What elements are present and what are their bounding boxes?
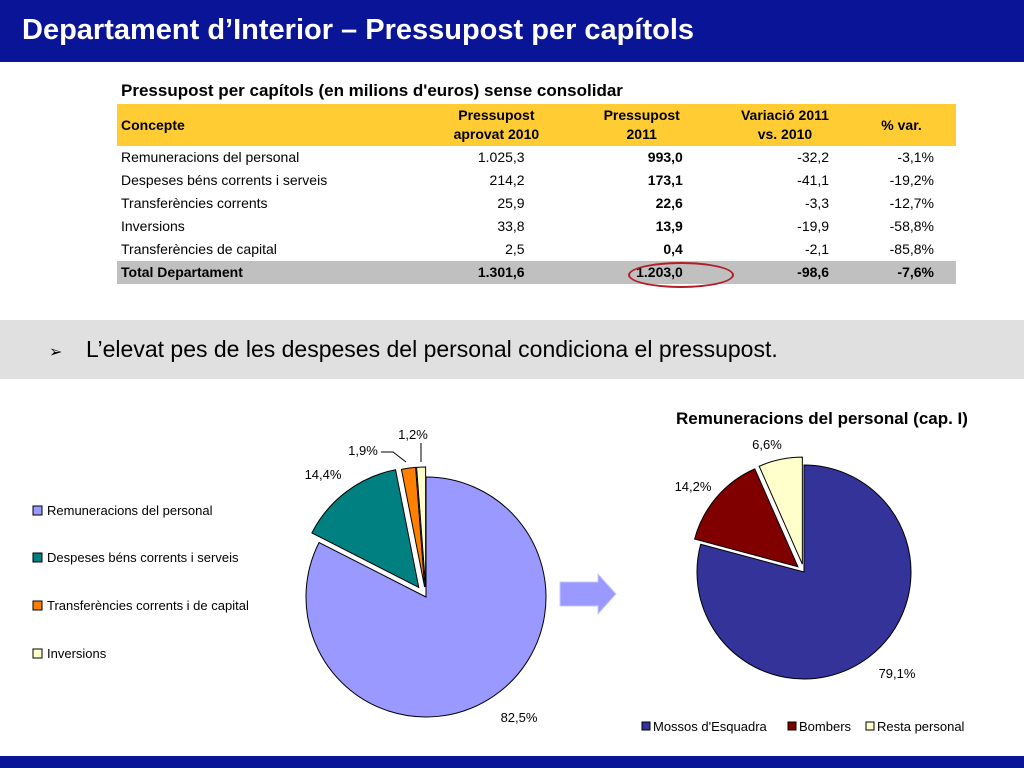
col-header-budget-2011: Pressupost 2011 [560,104,723,146]
pie-chart-staff-legend: Mossos d'Esquadra Bombers Resta personal [641,719,965,734]
pie-data-label: 6,6% [752,437,782,452]
pie-chart-staff-labels: 79,1% 14,2% 6,6% [675,437,916,681]
cell-concept: Remuneracions del personal [121,149,300,165]
col-header-budget-2010: Pressupost aprovat 2010 [396,104,561,146]
col-header-concept: Concepte [117,104,397,146]
cell-budget-2011: 993,0 [647,149,683,165]
pie-data-label: 82,5% [501,710,538,725]
cell-variation: -32,2 [797,149,830,165]
cell-concept: Total Departament [117,261,397,284]
pie-data-label: 14,4% [305,467,342,482]
footer-bar [0,756,1024,768]
cell-budget-2010: 1.301,6 [396,261,561,284]
transition-arrow-icon [559,572,617,616]
pie-chart-budget-labels: 82,5% 14,4% 1,9% 1,2% [305,427,538,725]
cell-budget-2010: 2,5 [505,241,525,257]
cell-concept: Transferències corrents [121,195,268,211]
table-header-row: Concepte Pressupost aprovat 2010 Pressupo… [117,104,956,146]
cell-pct: -85,8% [889,241,934,257]
highlight-band: ➢ L’elevat pes de les despeses del perso… [0,320,1024,379]
pie-slice [400,466,426,588]
legend-swatch [32,505,43,516]
legend-label: Inversions [47,646,107,661]
budget-table: Concepte Pressupost aprovat 2010 Pressupo… [117,104,956,284]
legend-label: Mossos d'Esquadra [653,719,768,734]
cell-budget-2010: 1.025,3 [477,149,525,165]
pie-chart-staff-title: Remuneracions del personal (cap. I) [676,409,968,428]
pie-slice [311,469,420,589]
pie-slice [416,466,427,588]
cell-variation: -2,1 [804,241,830,257]
pie-chart-budget [305,466,547,718]
legend-swatch [787,721,797,731]
col-header-variation: Variació 2011 vs. 2010 [722,104,848,146]
cell-variation: -19,9 [797,218,830,234]
pie-chart-staff [693,456,912,680]
pie-slice [305,476,547,718]
pie-chart-budget-legend: Remuneracions del personal Despeses béns … [32,503,249,661]
highlight-text: L’elevat pes de les despeses del persona… [86,336,778,362]
pie-leader-line [381,451,407,463]
cell-variation: -98,6 [722,261,848,284]
cell-pct: -19,2% [889,172,934,188]
cell-pct: -58,8% [889,218,934,234]
col-header-pct-var: % var. [847,104,956,146]
cell-budget-2011: 173,1 [647,172,683,188]
legend-swatch [641,721,651,731]
legend-swatch [865,721,875,731]
cell-budget-2010: 214,2 [489,172,525,188]
cell-pct: -3,1% [897,149,934,165]
legend-label: Transferències corrents i de capital [47,598,249,613]
table-title: Pressupost per capítols (en milions d'eu… [121,81,623,100]
pie-data-label: 79,1% [879,666,916,681]
table-row: Despeses béns corrents i serveis 214,2 1… [117,169,956,192]
legend-swatch [32,552,43,563]
table-row: Transferències de capital 2,5 0,4 -2,1 -… [117,238,956,261]
pie-data-label: 1,9% [348,443,378,458]
cell-budget-2011: 0,4 [663,241,683,257]
cell-pct: -12,7% [889,195,934,211]
legend-swatch [32,648,43,659]
cell-budget-2011: 13,9 [655,218,683,234]
pie-slice [693,468,799,568]
title-bar: Departament d’Interior – Pressupost per … [0,0,1024,62]
page-title: Departament d’Interior – Pressupost per … [22,14,695,46]
cell-concept: Despeses béns corrents i serveis [121,172,328,188]
highlight-ring [628,262,734,288]
pie-slice [696,464,912,680]
bullet-arrow-icon: ➢ [49,344,63,361]
cell-budget-2010: 33,8 [497,218,525,234]
cell-pct: -7,6% [847,261,956,284]
legend-swatch [32,600,43,611]
cell-variation: -3,3 [804,195,830,211]
legend-label: Remuneracions del personal [47,503,213,518]
table-row: Transferències corrents 25,9 22,6 -3,3 -… [117,192,956,215]
legend-label: Bombers [799,719,852,734]
table-row: Inversions 33,8 13,9 -19,9 -58,8% [117,215,956,238]
cell-variation: -41,1 [797,172,830,188]
table-row: Remuneracions del personal 1.025,3 993,0… [117,146,956,169]
cell-concept: Transferències de capital [121,241,277,257]
cell-concept: Inversions [121,218,185,234]
pie-slice [758,456,803,565]
cell-budget-2011: 22,6 [655,195,683,211]
pie-data-label: 1,2% [398,427,428,442]
cell-budget-2010: 25,9 [497,195,525,211]
legend-label: Resta personal [877,719,965,734]
legend-label: Despeses béns corrents i serveis [47,550,239,565]
pie-data-label: 14,2% [675,479,712,494]
